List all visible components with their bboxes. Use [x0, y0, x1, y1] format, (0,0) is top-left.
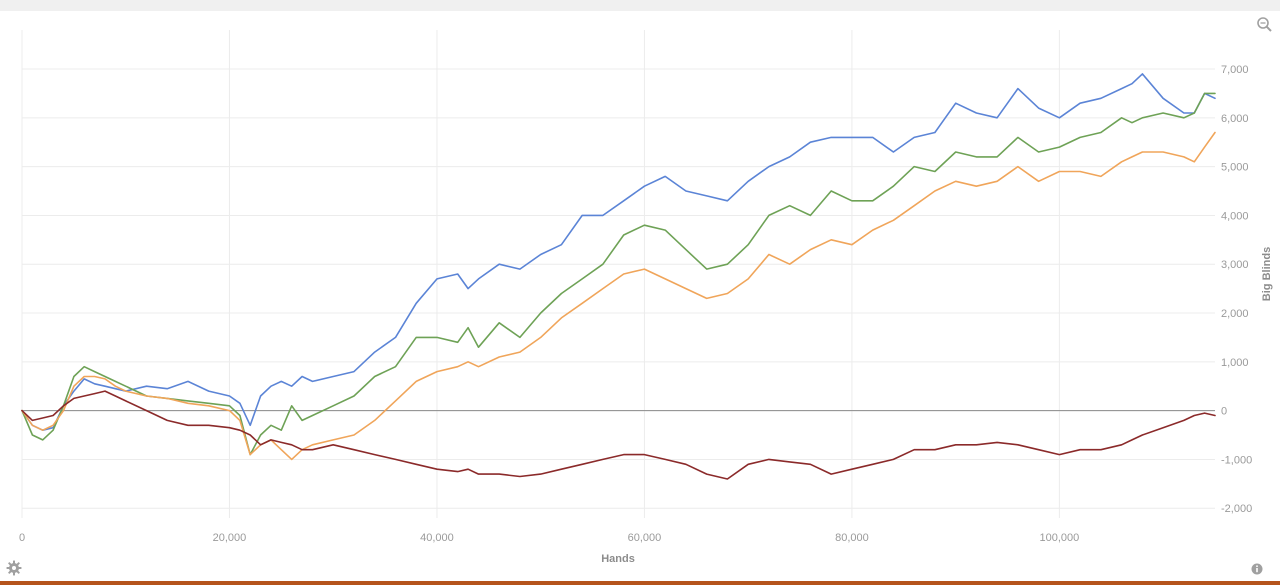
x-tick-label: 80,000 [835, 532, 869, 544]
series-line-4 [21, 390, 1216, 480]
gear-icon[interactable] [6, 560, 22, 576]
y-tick-label: -2,000 [1221, 503, 1252, 515]
x-tick-label: 40,000 [420, 532, 454, 544]
y-tick-label: -1,000 [1221, 454, 1252, 466]
top-bar [0, 0, 1280, 11]
y-tick-label: 0 [1221, 406, 1227, 418]
y-tick-label: 5,000 [1221, 162, 1249, 174]
y-tick-labels: -2,000 -1,000 0 1,000 2,000 3,000 4,000 5,000 6,… [1221, 64, 1252, 515]
bottom-bar [0, 581, 1280, 585]
x-tick-label: 100,000 [1040, 532, 1080, 544]
y-tick-label: 7,000 [1221, 64, 1249, 76]
x-tick-label: 60,000 [628, 532, 662, 544]
y-tick-label: 6,000 [1221, 113, 1249, 125]
series-line-3 [21, 131, 1216, 461]
x-tick-label: 0 [19, 532, 25, 544]
y-axis-title: Big Blinds [1261, 247, 1273, 301]
y-tick-label: 3,000 [1221, 259, 1249, 271]
x-tick-labels: 0 20,000 40,000 60,000 80,000 100,000 [19, 532, 1079, 544]
series-line-1 [21, 73, 1216, 432]
y-tick-label: 4,000 [1221, 210, 1249, 222]
series-group [21, 73, 1216, 480]
y-tick-label: 1,000 [1221, 357, 1249, 369]
y-grid [22, 68, 1215, 509]
series-line-2 [21, 92, 1216, 456]
y-tick-label: 2,000 [1221, 308, 1249, 320]
x-axis-title: Hands [601, 553, 635, 565]
info-icon[interactable] [1251, 562, 1263, 575]
x-tick-label: 20,000 [213, 532, 247, 544]
zoom-icon[interactable] [1256, 16, 1274, 34]
x-grid [21, 30, 1060, 518]
